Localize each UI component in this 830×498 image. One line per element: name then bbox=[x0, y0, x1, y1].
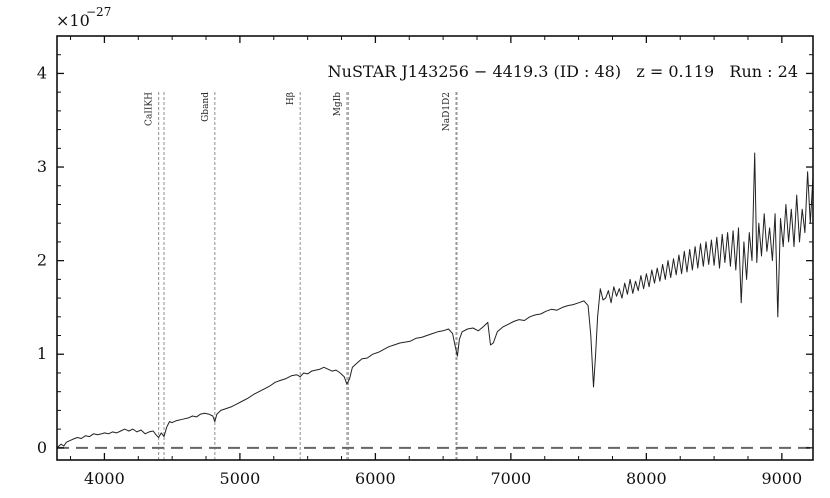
chart-title: NuSTAR J143256 − 4419.3 (ID : 48) z = 0.… bbox=[328, 62, 798, 81]
spectrum-line-0 bbox=[56, 152, 814, 449]
plot-frame bbox=[56, 35, 814, 461]
spectral-line-label: CaIIKH bbox=[145, 92, 155, 126]
spectral-line-markers: CaIIKH Gband Hβ MgIb NaD1D2 bbox=[145, 92, 458, 460]
series-layer bbox=[56, 152, 814, 449]
x-tick-label: 8000 bbox=[626, 469, 667, 488]
y-tick-label: 0 bbox=[37, 438, 47, 457]
x-tick-label: 5000 bbox=[220, 469, 261, 488]
x-tick-label: 4000 bbox=[84, 469, 125, 488]
y-tick-label: 1 bbox=[37, 344, 47, 363]
spectral-line-label: MgIb bbox=[333, 92, 343, 117]
spectral-line-label: Hβ bbox=[286, 92, 296, 105]
y-multiplier-base: ×10 bbox=[56, 11, 90, 30]
x-tick-label: 7000 bbox=[491, 469, 532, 488]
y-multiplier-exponent: −27 bbox=[86, 5, 111, 19]
y-tick-label: 4 bbox=[37, 63, 47, 82]
spectral-line-label: Gband bbox=[201, 92, 211, 122]
y-tick-label: 2 bbox=[37, 251, 47, 270]
x-tick-label: 9000 bbox=[761, 469, 802, 488]
spectral-line-label: NaD1D2 bbox=[442, 92, 452, 131]
x-tick-label: 6000 bbox=[355, 469, 396, 488]
y-tick-label: 3 bbox=[37, 157, 47, 176]
axis-ticks: 4000 5000 6000 7000 8000 9000 0 1 2 3 4 bbox=[37, 36, 813, 488]
